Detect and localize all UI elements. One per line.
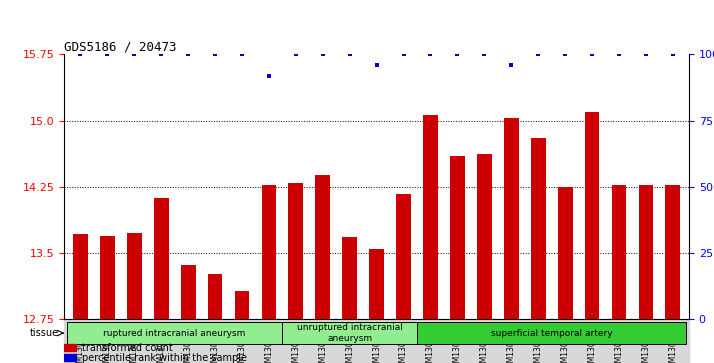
Bar <box>477 154 492 319</box>
Point <box>533 52 544 57</box>
Bar <box>396 194 411 319</box>
Bar <box>208 273 223 319</box>
Point <box>101 52 113 57</box>
Point <box>317 52 328 57</box>
Point <box>425 52 436 57</box>
Bar <box>450 156 465 319</box>
Bar <box>504 118 518 319</box>
Bar <box>73 234 88 319</box>
Bar <box>369 249 384 319</box>
Point <box>263 73 275 78</box>
Point <box>506 62 517 68</box>
Point <box>209 52 221 57</box>
Point <box>129 52 140 57</box>
Point <box>398 52 409 57</box>
Bar <box>261 185 276 319</box>
Text: ruptured intracranial aneurysm: ruptured intracranial aneurysm <box>104 329 246 338</box>
Bar <box>288 183 303 319</box>
Text: unruptured intracranial
aneurysm: unruptured intracranial aneurysm <box>297 323 403 343</box>
Bar <box>612 185 626 319</box>
Point <box>236 52 248 57</box>
Bar <box>665 185 680 319</box>
FancyBboxPatch shape <box>417 322 686 344</box>
Bar <box>100 236 115 319</box>
Bar <box>342 237 357 319</box>
Point <box>290 52 301 57</box>
Point <box>182 52 193 57</box>
Bar <box>127 233 141 319</box>
Point <box>586 52 598 57</box>
Point <box>613 52 625 57</box>
Bar <box>64 354 76 362</box>
Bar <box>235 291 249 319</box>
Text: superficial temporal artery: superficial temporal artery <box>491 329 613 338</box>
Point <box>452 52 463 57</box>
Point <box>560 52 571 57</box>
Text: transformed count: transformed count <box>81 343 173 353</box>
Text: tissue: tissue <box>30 328 59 338</box>
Bar <box>64 319 689 363</box>
FancyBboxPatch shape <box>67 322 282 344</box>
Bar <box>558 187 573 319</box>
Bar <box>64 344 76 351</box>
Point <box>156 52 167 57</box>
Bar <box>181 265 196 319</box>
Point <box>640 52 652 57</box>
Text: percentile rank within the sample: percentile rank within the sample <box>81 353 247 363</box>
Text: GDS5186 / 20473: GDS5186 / 20473 <box>64 40 177 53</box>
Bar <box>638 185 653 319</box>
Bar <box>423 115 438 319</box>
Point <box>478 52 490 57</box>
Bar <box>154 199 169 319</box>
Bar <box>531 138 545 319</box>
Point <box>371 62 383 68</box>
Bar <box>585 112 600 319</box>
Point <box>344 52 356 57</box>
Bar <box>316 175 330 319</box>
Point <box>667 52 678 57</box>
FancyBboxPatch shape <box>282 322 417 344</box>
Point <box>75 52 86 57</box>
